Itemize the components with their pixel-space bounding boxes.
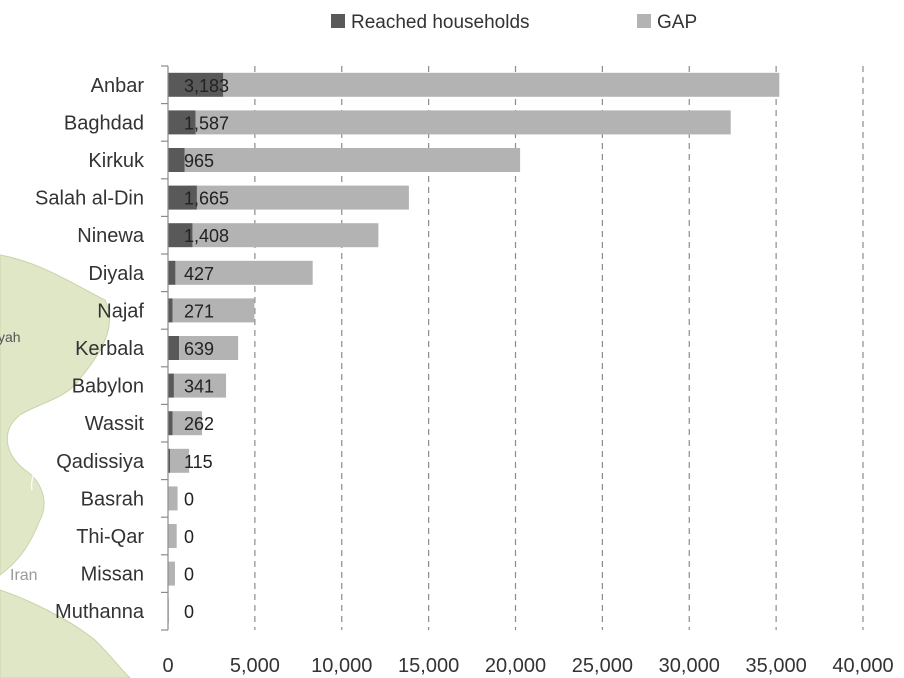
legend-label-reached: Reached households [351, 12, 530, 33]
legend-label-gap: GAP [657, 12, 697, 33]
bar-reached [168, 148, 185, 172]
y-category-label: Ninewa [77, 225, 145, 247]
y-category-label: Thi-Qar [76, 526, 144, 548]
x-tick-label: 15,000 [398, 655, 459, 677]
map-label-left: yah [0, 329, 21, 345]
bar-reached [168, 72, 224, 97]
bar-gap [195, 110, 731, 135]
data-label: 0 [184, 565, 194, 585]
bar-reached [168, 223, 193, 248]
bar-reached [168, 373, 174, 398]
data-label: 965 [184, 151, 214, 171]
bar-reached [168, 448, 170, 473]
map-land-shape [0, 254, 110, 576]
y-category-label: Wassit [85, 413, 145, 435]
data-label: 0 [184, 527, 194, 547]
data-label: 639 [184, 339, 214, 359]
y-category-label: Salah al-Din [35, 188, 144, 210]
y-category-label: Diyala [88, 263, 144, 285]
y-category-label: Kerbala [75, 338, 145, 360]
data-label: 3,183 [184, 76, 229, 96]
bar-reached [168, 185, 197, 210]
bar-gap [192, 223, 379, 248]
bar-gap [168, 524, 177, 548]
legend: Reached households GAP [331, 12, 697, 33]
x-tick-label: 5,000 [230, 655, 280, 677]
bar-reached [168, 298, 173, 323]
data-label: 0 [184, 489, 194, 509]
background-map: yah Iran [0, 254, 131, 678]
y-category-label: Muthanna [55, 601, 145, 623]
y-category-label: Basrah [81, 488, 144, 510]
x-tick-label: 10,000 [311, 655, 372, 677]
y-category-label: Missan [81, 564, 144, 586]
bar-gap [172, 298, 255, 323]
map-border-line [19, 414, 42, 491]
bar-gap [169, 448, 190, 473]
labels: 0 5,000 10,000 15,000 20,000 25,000 30,000 35,0… [35, 75, 894, 677]
y-category-label: Babylon [72, 376, 144, 398]
y-category-label: Najaf [97, 300, 144, 322]
data-label: 1,408 [184, 226, 229, 246]
y-category-label: Baghdad [64, 112, 144, 134]
bar-gap [173, 373, 227, 398]
bar-reached [168, 260, 176, 285]
x-tick-label: 20,000 [485, 655, 546, 677]
x-tick-label: 40,000 [832, 655, 893, 677]
data-label: 115 [184, 452, 213, 472]
x-tick-label: 35,000 [746, 655, 807, 677]
data-label: 271 [184, 301, 214, 321]
bar-gap [168, 486, 178, 511]
bar-reached [168, 336, 180, 360]
legend-swatch-reached [331, 14, 345, 28]
x-tick-label: 0 [162, 655, 173, 677]
axes [161, 65, 169, 631]
bar-gap [223, 72, 780, 97]
data-label: 427 [184, 264, 214, 284]
bar-gap [196, 185, 409, 210]
bar-reached [168, 110, 196, 135]
bar-gap [179, 336, 239, 360]
map-land-shape-bottom [0, 589, 131, 678]
data-label: 0 [184, 602, 194, 622]
bar-gap [172, 411, 203, 436]
bar-gap [184, 148, 521, 172]
y-category-label: Qadissiya [56, 451, 145, 473]
x-tick-label: 25,000 [572, 655, 633, 677]
data-label: 1,665 [184, 189, 229, 209]
bar-gap [168, 561, 175, 586]
bars [168, 72, 780, 624]
y-category-label: Kirkuk [88, 150, 145, 172]
bar-gap [175, 260, 313, 285]
x-tick-label: 30,000 [659, 655, 720, 677]
y-category-label: Anbar [91, 75, 145, 97]
data-label: 262 [184, 414, 214, 434]
data-label: 1,587 [184, 113, 229, 133]
legend-swatch-gap [637, 14, 651, 28]
bar-reached [168, 411, 173, 436]
data-label: 341 [184, 377, 214, 397]
map-label-iran: Iran [10, 567, 38, 584]
